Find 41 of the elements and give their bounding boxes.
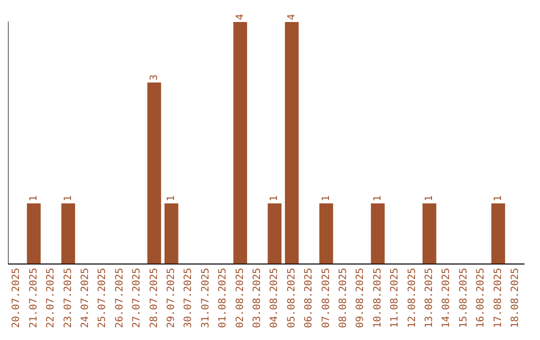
x-tick-label: 15.08.2025 <box>458 268 470 328</box>
data-label: 1 <box>28 195 40 202</box>
x-tick-label: 08.08.2025 <box>338 268 349 328</box>
x-tick-label: 04.08.2025 <box>269 268 280 328</box>
data-label: 1 <box>166 195 177 202</box>
x-tick-label: 03.08.2025 <box>252 268 263 328</box>
x-tick-label: 12.08.2025 <box>406 268 418 328</box>
x-tick-label: 17.08.2025 <box>492 268 504 328</box>
x-tick-label: 25.07.2025 <box>97 268 108 328</box>
x-tick-label: 02.08.2025 <box>234 268 246 328</box>
x-tick-label: 30.07.2025 <box>183 268 194 328</box>
x-tick-label: 01.08.2025 <box>218 268 229 328</box>
x-tick-label: 07.08.2025 <box>320 268 332 328</box>
x-tick-label: 05.08.2025 <box>286 268 298 328</box>
data-label: 4 <box>286 14 298 20</box>
x-tick-label: 29.07.2025 <box>166 268 177 328</box>
x-tick-label: 28.07.2025 <box>148 268 160 328</box>
data-label: 1 <box>372 195 384 202</box>
x-tick-label: 14.08.2025 <box>441 268 452 328</box>
x-tick-label: 10.08.2025 <box>372 268 384 328</box>
x-tick-label: 11.08.2025 <box>390 268 401 328</box>
x-tick-label: 18.08.2025 <box>510 268 521 328</box>
x-tick-label: 06.08.2025 <box>304 268 315 328</box>
x-tick-label: 31.07.2025 <box>200 268 212 328</box>
x-tick-label: 22.07.2025 <box>46 268 57 328</box>
data-label: 4 <box>234 14 246 20</box>
x-tick-label: 27.07.2025 <box>132 268 143 328</box>
data-label: 1 <box>62 195 74 202</box>
data-label: 1 <box>424 195 435 202</box>
x-tick-label: 20.07.2025 <box>11 268 22 328</box>
data-label: 3 <box>148 74 160 80</box>
x-tick-label: 13.08.2025 <box>424 268 435 328</box>
data-label: 1 <box>492 195 504 202</box>
data-label: 1 <box>320 195 332 202</box>
x-tick-label: 16.08.2025 <box>476 268 487 328</box>
x-tick-label: 26.07.2025 <box>114 268 126 328</box>
x-tick-label: 24.07.2025 <box>80 268 91 328</box>
x-tick-label: 21.07.2025 <box>28 268 40 328</box>
x-tick-label: 23.07.2025 <box>62 268 74 328</box>
x-tick-label: 09.08.2025 <box>355 268 366 328</box>
data-label: 1 <box>269 195 280 202</box>
